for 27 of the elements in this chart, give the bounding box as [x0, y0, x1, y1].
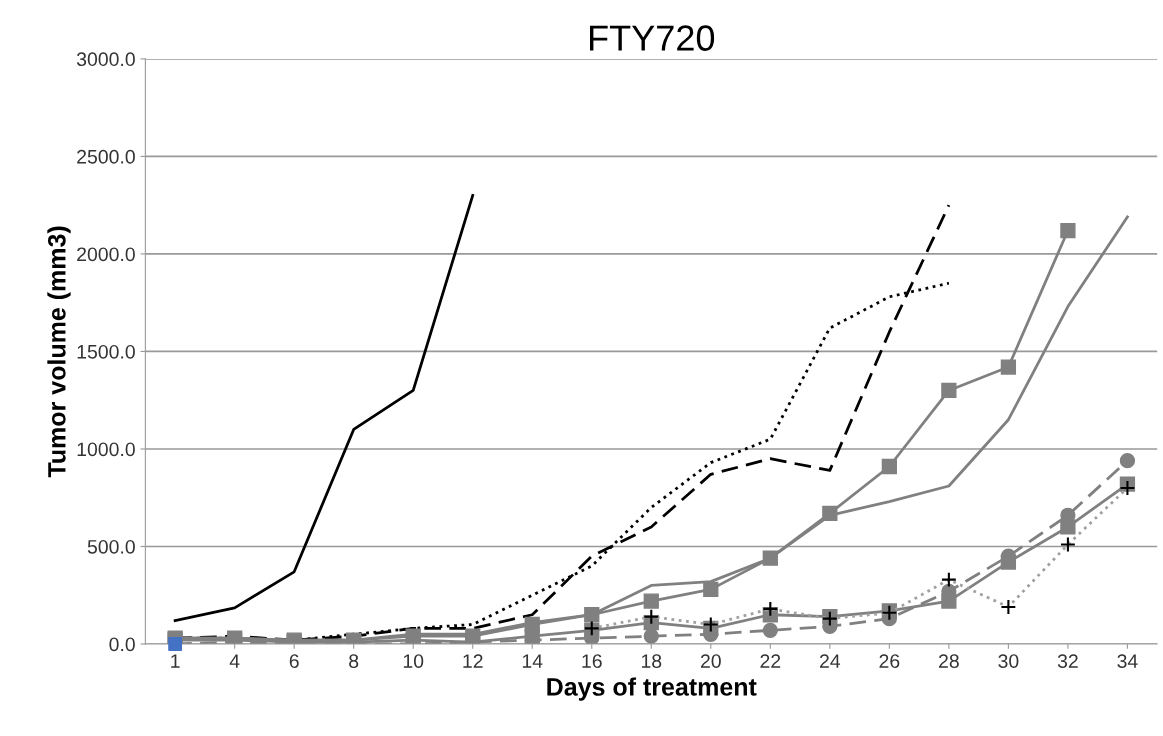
x-tick-label: 14: [522, 654, 543, 668]
x-tick-label: 16: [582, 654, 602, 668]
x-tick-label: 20: [700, 654, 721, 668]
y-tick-label: 0.0: [109, 637, 135, 652]
x-tick-label: 24: [820, 654, 841, 668]
x-tick-label: 1: [171, 654, 180, 668]
x-tick-label: 4: [229, 654, 240, 668]
x-tick-label: 32: [1057, 654, 1078, 668]
chart-title: FTY720: [590, 25, 715, 51]
x-tick-label: 26: [879, 654, 900, 668]
x-axis-title: Days of treatment: [547, 677, 757, 701]
x-tick-label: 18: [641, 654, 662, 668]
y-tick-label: 500.0: [87, 539, 135, 554]
y-tick-label: 1000.0: [77, 442, 135, 457]
x-tick-label: 6: [289, 654, 299, 668]
x-tick-label: 12: [463, 654, 483, 668]
x-tick-label: 34: [1117, 654, 1138, 668]
y-axis-title: Tumor volume (mm3): [47, 226, 71, 478]
x-tick-label: 22: [760, 654, 781, 668]
y-tick-label: 3000.0: [76, 52, 135, 67]
y-tick-label: 1500.0: [77, 344, 135, 359]
y-tick-label: 2500.0: [77, 149, 135, 164]
x-tick-label: 8: [349, 654, 359, 668]
x-tick-label: 10: [403, 654, 424, 668]
x-tick-label: 28: [939, 654, 959, 668]
y-tick-label: 2000.0: [77, 247, 135, 262]
x-tick-label: 30: [998, 654, 1019, 668]
